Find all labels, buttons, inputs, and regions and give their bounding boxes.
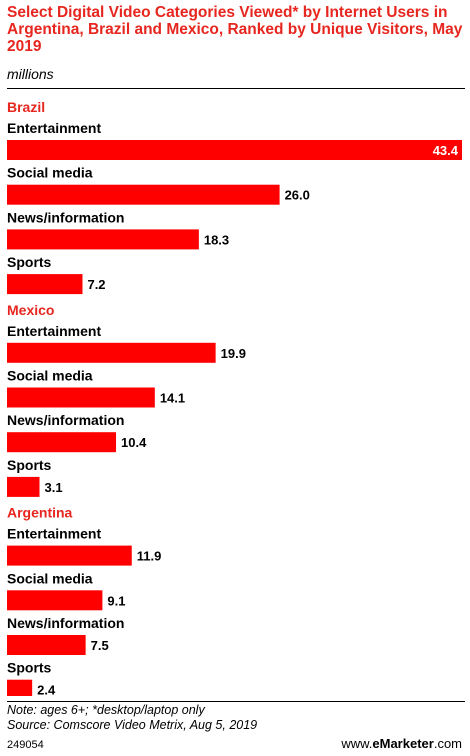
- category-label: Social media: [7, 368, 93, 384]
- category-label: Sports: [7, 660, 52, 676]
- footnote: Note: ages 6+; *desktop/laptop only: [7, 703, 205, 717]
- group-label-brazil: Brazil: [7, 99, 45, 115]
- bar-brazil-sports: [7, 274, 83, 295]
- chart-title: Select Digital Video Categories Viewed* …: [7, 4, 463, 55]
- category-label: Sports: [7, 457, 52, 473]
- bar-mexico-sports: [7, 476, 40, 497]
- category-label: Social media: [7, 165, 93, 181]
- bar-chart: Brazil Entertainment 43.4 Social media 26.0 N…: [7, 99, 462, 696]
- category-label: Sports: [7, 254, 52, 270]
- value-label: 18.3: [204, 232, 229, 247]
- value-label: 11.9: [137, 549, 162, 564]
- value-label: 7.2: [87, 277, 105, 292]
- bar-argentina-social-media: [7, 590, 103, 611]
- category-label: Social media: [7, 570, 93, 586]
- category-label: News/information: [7, 615, 124, 631]
- value-label: 26.0: [285, 188, 310, 203]
- category-label: Entertainment: [7, 526, 101, 542]
- source-note: Source: Comscore Video Metrix, Aug 5, 20…: [7, 718, 258, 732]
- value-label: 2.4: [37, 683, 56, 696]
- category-label: News/information: [7, 209, 124, 225]
- group-label-argentina: Argentina: [7, 505, 73, 521]
- value-label: 3.1: [45, 480, 63, 495]
- category-label: Entertainment: [7, 323, 101, 339]
- value-label: 43.4: [433, 143, 459, 158]
- top-divider: [7, 88, 465, 89]
- bar-brazil-news-information: [7, 229, 199, 250]
- value-label: 14.1: [160, 391, 185, 406]
- group-label-mexico: Mexico: [7, 302, 54, 318]
- bar-mexico-news-information: [7, 432, 117, 453]
- value-label: 9.1: [107, 593, 125, 608]
- bar-brazil-entertainment: [7, 140, 462, 160]
- value-label: 7.5: [91, 638, 109, 653]
- bar-argentina-news-information: [7, 635, 86, 655]
- bar-argentina-sports: [7, 679, 33, 696]
- chart-subtitle: millions: [7, 66, 54, 82]
- bar-mexico-entertainment: [7, 342, 216, 363]
- bar-brazil-social-media: [7, 184, 280, 205]
- category-label: News/information: [7, 412, 124, 428]
- value-label: 19.9: [221, 346, 246, 361]
- value-label: 10.4: [121, 435, 147, 450]
- bar-argentina-entertainment: [7, 545, 132, 566]
- category-label: Entertainment: [7, 120, 101, 136]
- bottom-divider: [7, 701, 465, 702]
- brand-logo: www.eMarketer.com: [341, 736, 462, 751]
- chart-id: 249054: [7, 739, 44, 751]
- bar-mexico-social-media: [7, 387, 155, 408]
